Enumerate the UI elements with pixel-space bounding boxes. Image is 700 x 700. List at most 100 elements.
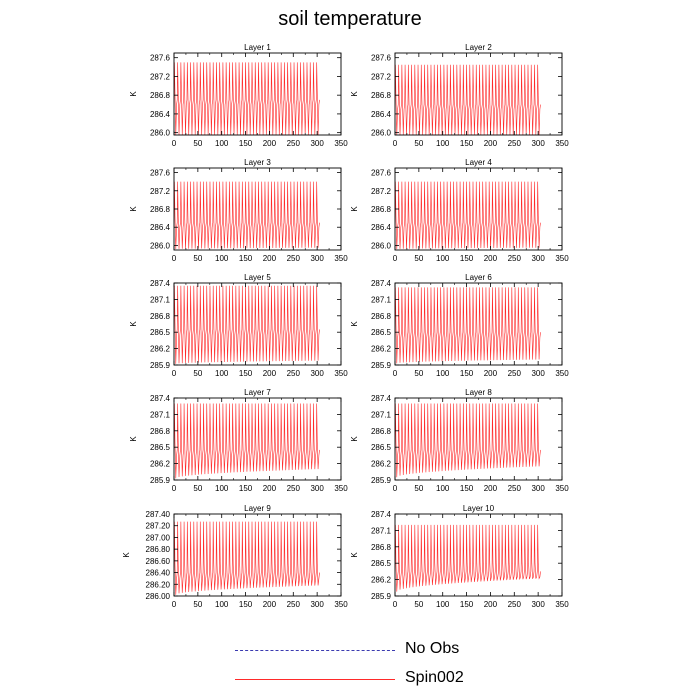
x-tick-label: 0 (172, 139, 177, 148)
x-tick-label: 100 (215, 254, 229, 263)
x-tick-label: 100 (436, 484, 450, 493)
x-tick-label: 200 (263, 600, 277, 609)
chart-title: Layer 8 (465, 388, 492, 397)
x-tick-label: 150 (239, 484, 253, 493)
series-line-spin002 (395, 403, 541, 478)
y-axis-label: K (350, 321, 359, 327)
y-axis-label: K (129, 206, 138, 212)
y-tick-label: 287.1 (371, 526, 392, 535)
x-tick-label: 100 (215, 484, 229, 493)
x-tick-label: 0 (393, 139, 398, 148)
x-tick-label: 200 (263, 484, 277, 493)
y-tick-label: 285.9 (371, 592, 392, 601)
legend-label-no-obs: No Obs (405, 640, 460, 657)
chart-layer-8: Layer 8 0 50 100 150 200 250 300 350 285.9 286.2 28… (350, 388, 569, 493)
y-tick-label: 287.40 (146, 510, 171, 519)
y-tick-label: 286.40 (146, 569, 171, 578)
y-tick-label: 286.2 (150, 460, 171, 469)
x-tick-label: 150 (239, 139, 253, 148)
y-tick-label: 286.20 (146, 580, 171, 589)
y-tick-label: 286.8 (371, 91, 392, 100)
y-tick-label: 287.4 (150, 394, 171, 403)
chart-layer-6: Layer 6 0 50 100 150 200 250 300 350 285.9 286.2 28… (350, 273, 569, 378)
x-tick-label: 0 (172, 369, 177, 378)
y-tick-label: 286.4 (371, 110, 392, 119)
chart-layer-5: Layer 5 0 50 100 150 200 250 300 350 285.9 286.2 28… (129, 273, 348, 378)
x-tick-label: 50 (414, 139, 423, 148)
series-line-spin002 (395, 287, 541, 364)
x-tick-label: 150 (239, 600, 253, 609)
y-tick-label: 286.8 (150, 312, 171, 321)
y-tick-label: 287.1 (150, 295, 171, 304)
chart-title: Layer 7 (244, 388, 271, 397)
x-tick-label: 150 (239, 254, 253, 263)
x-tick-label: 100 (436, 139, 450, 148)
chart-layer-1: Layer 1 0 50 100 150 200 250 300 350 286.0 286.4 28… (129, 43, 348, 148)
legend-line-no-obs (235, 650, 395, 651)
x-tick-label: 350 (334, 369, 348, 378)
series-line-spin002 (174, 521, 320, 595)
x-tick-label: 250 (508, 600, 522, 609)
chart-title: Layer 4 (465, 158, 492, 167)
series-line-spin002 (174, 181, 320, 250)
x-tick-label: 200 (484, 254, 498, 263)
y-tick-label: 286.8 (150, 205, 171, 214)
legend-line-spin002 (235, 679, 395, 680)
x-tick-label: 50 (193, 254, 202, 263)
y-tick-label: 285.9 (371, 361, 392, 370)
y-tick-label: 287.4 (371, 279, 392, 288)
y-axis-label: K (129, 436, 138, 442)
y-tick-label: 287.6 (150, 54, 171, 63)
chart-layer-9: Layer 9 0 50 100 150 200 250 300 350 286.00 286.20… (122, 504, 348, 609)
x-tick-label: 200 (484, 369, 498, 378)
x-tick-label: 300 (310, 600, 324, 609)
y-tick-label: 286.2 (150, 345, 171, 354)
y-tick-label: 287.00 (146, 533, 171, 542)
x-tick-label: 350 (555, 600, 569, 609)
x-tick-label: 0 (393, 484, 398, 493)
x-tick-label: 350 (555, 254, 569, 263)
x-tick-label: 300 (531, 139, 545, 148)
x-tick-label: 150 (239, 369, 253, 378)
x-tick-label: 300 (310, 484, 324, 493)
y-tick-label: 285.9 (150, 476, 171, 485)
x-tick-label: 250 (287, 600, 301, 609)
chart-title: Layer 2 (465, 43, 492, 52)
y-tick-label: 286.8 (371, 543, 392, 552)
y-tick-label: 286.4 (371, 223, 392, 232)
y-tick-label: 286.00 (146, 592, 171, 601)
x-tick-label: 200 (484, 484, 498, 493)
x-tick-label: 150 (460, 139, 474, 148)
plot-frame (394, 397, 563, 481)
x-tick-label: 0 (393, 369, 398, 378)
chart-layer-4: Layer 4 0 50 100 150 200 250 300 350 286.0 286.4 28… (350, 158, 569, 263)
y-tick-label: 286.0 (371, 129, 392, 138)
x-tick-label: 300 (531, 254, 545, 263)
x-tick-label: 100 (436, 254, 450, 263)
y-tick-label: 287.1 (371, 410, 392, 419)
chart-title: Layer 6 (465, 273, 492, 282)
y-axis-label: K (350, 206, 359, 212)
y-tick-label: 286.5 (371, 443, 392, 452)
plot-frame (173, 397, 342, 481)
y-tick-label: 287.4 (371, 394, 392, 403)
x-tick-label: 200 (484, 600, 498, 609)
x-tick-label: 50 (414, 484, 423, 493)
x-tick-label: 350 (334, 600, 348, 609)
y-tick-label: 286.2 (371, 460, 392, 469)
x-tick-label: 250 (508, 369, 522, 378)
y-tick-label: 286.8 (150, 91, 171, 100)
x-tick-label: 150 (460, 600, 474, 609)
x-tick-label: 0 (393, 600, 398, 609)
x-tick-label: 350 (334, 254, 348, 263)
legend-item-spin002: Spin002 (235, 669, 535, 689)
x-tick-label: 300 (531, 484, 545, 493)
x-tick-label: 0 (172, 254, 177, 263)
x-tick-label: 150 (460, 369, 474, 378)
y-tick-label: 287.2 (371, 187, 392, 196)
y-tick-label: 287.2 (150, 72, 171, 81)
x-tick-label: 250 (287, 369, 301, 378)
y-tick-label: 287.1 (371, 295, 392, 304)
x-tick-label: 100 (215, 369, 229, 378)
series-line-spin002 (174, 403, 320, 479)
